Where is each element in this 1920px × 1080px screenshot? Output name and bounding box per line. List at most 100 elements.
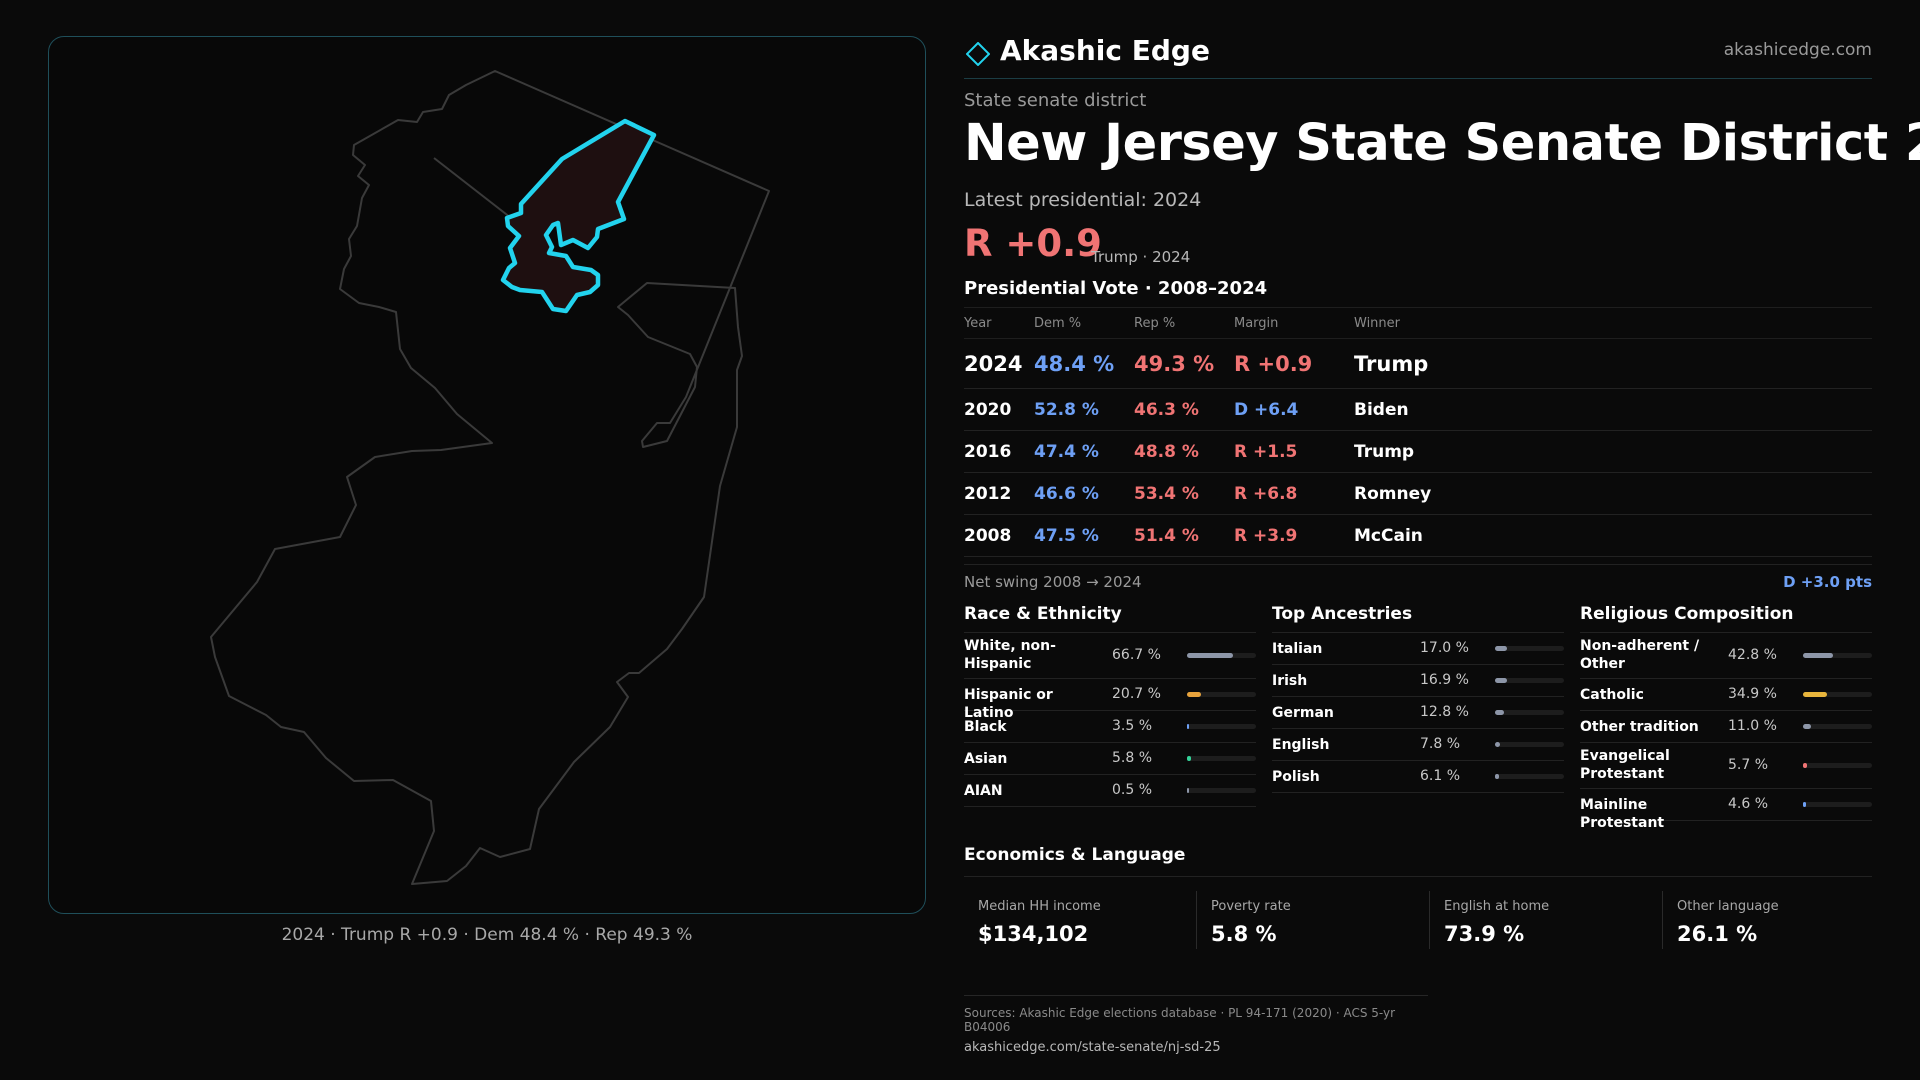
- column-header-year: Year: [964, 307, 1034, 339]
- page-url-link[interactable]: akashicedge.com/state-senate/nj-sd-25: [964, 1040, 1221, 1055]
- cell-rep-pct: 49.3 %: [1134, 338, 1234, 389]
- item-label: Catholic: [1580, 687, 1644, 703]
- share-bar-track: [1187, 788, 1256, 793]
- district-25-highlight[interactable]: [500, 118, 657, 314]
- item-percent: 66.7 %: [1112, 647, 1161, 663]
- religion-section: Religious Composition Non-adherent / Oth…: [1580, 600, 1872, 831]
- share-bar-fill: [1803, 724, 1811, 729]
- list-item: Black 3.5 %: [964, 711, 1256, 743]
- share-bar-fill: [1187, 724, 1190, 729]
- cell-winner: Trump: [1354, 430, 1872, 473]
- econ-label: Poverty rate: [1211, 899, 1291, 914]
- column-header-margin: Margin: [1234, 307, 1354, 339]
- share-bar-track: [1803, 763, 1872, 768]
- list-item: Italian 17.0 %: [1272, 633, 1564, 665]
- list-item: Non-adherent / Other 42.8 %: [1580, 633, 1872, 679]
- cell-dem-pct: 52.8 %: [1034, 388, 1134, 431]
- cell-dem-pct: 47.4 %: [1034, 430, 1134, 473]
- item-percent: 17.0 %: [1420, 640, 1469, 656]
- list-item: Irish 16.9 %: [1272, 665, 1564, 697]
- share-bar-track: [1495, 678, 1564, 683]
- presidential-vote-title: Presidential Vote · 2008–2024: [964, 278, 1268, 299]
- cell-margin: D +6.4: [1234, 388, 1354, 431]
- net-swing-value: D +3.0 pts: [1783, 573, 1872, 591]
- list-item: English 7.8 %: [1272, 729, 1564, 761]
- econ-cell-poverty: Poverty rate 5.8 %: [1196, 891, 1397, 949]
- cell-dem-pct: 47.5 %: [1034, 514, 1134, 557]
- share-bar-track: [1187, 653, 1256, 658]
- site-link[interactable]: akashicedge.com: [1723, 40, 1872, 60]
- column-header-rep: Rep %: [1134, 307, 1234, 339]
- ancestry-title: Top Ancestries: [1272, 600, 1564, 633]
- cell-margin: R +3.9: [1234, 514, 1354, 557]
- header: Akashic Edge akashicedge.com: [964, 32, 1872, 79]
- list-item: Other tradition 11.0 %: [1580, 711, 1872, 743]
- list-item: Hispanic or Latino 20.7 %: [964, 679, 1256, 721]
- item-label: Mainline Protestant: [1580, 797, 1665, 831]
- cell-rep-pct: 53.4 %: [1134, 472, 1234, 515]
- item-percent: 34.9 %: [1728, 686, 1777, 702]
- share-bar-track: [1495, 710, 1564, 715]
- share-bar-track: [1187, 724, 1256, 729]
- map-caption: 2024 · Trump R +0.9 · Dem 48.4 % · Rep 4…: [281, 925, 693, 945]
- share-bar-fill: [1803, 692, 1828, 697]
- list-item: Polish 6.1 %: [1272, 761, 1564, 793]
- item-percent: 11.0 %: [1728, 718, 1777, 734]
- district-map-svg: [210, 70, 770, 885]
- item-percent: 5.8 %: [1112, 750, 1153, 766]
- table-header-row: Year Dem % Rep % Margin Winner: [964, 307, 1872, 339]
- item-label: Non-adherent / Other: [1580, 638, 1700, 672]
- item-percent: 12.8 %: [1420, 704, 1469, 720]
- item-label: Black: [964, 719, 1007, 735]
- cell-dem-pct: 48.4 %: [1034, 338, 1134, 389]
- item-label: White, non-Hispanic: [964, 638, 1056, 672]
- econ-label: Median HH income: [978, 899, 1101, 914]
- table-row[interactable]: 2016 47.4 % 48.8 % R +1.5 Trump: [964, 430, 1872, 473]
- economics-title: Economics & Language: [964, 845, 1186, 865]
- latest-presidential-label: Latest presidential: 2024: [964, 189, 1202, 211]
- economics-section: Median HH income $134,102 Poverty rate 5…: [964, 876, 1872, 953]
- table-row[interactable]: 2024 48.4 % 49.3 % R +0.9 Trump: [964, 338, 1872, 389]
- item-label: Irish: [1272, 673, 1308, 689]
- share-bar-fill: [1187, 653, 1234, 658]
- share-bar-fill: [1187, 692, 1202, 697]
- page-title: New Jersey State Senate District 25: [964, 114, 1920, 173]
- list-item: Catholic 34.9 %: [1580, 679, 1872, 711]
- district-map[interactable]: [48, 36, 926, 914]
- cell-winner: Trump: [1354, 338, 1872, 389]
- item-percent: 3.5 %: [1112, 718, 1153, 734]
- share-bar-fill: [1495, 710, 1504, 715]
- cell-rep-pct: 46.3 %: [1134, 388, 1234, 431]
- net-swing-row: Net swing 2008 → 2024 D +3.0 pts: [964, 564, 1872, 601]
- details-panel: Akashic Edge akashicedge.com State senat…: [964, 0, 1920, 1080]
- race-ethnicity-section: Race & Ethnicity White, non-Hispanic 66.7…: [964, 600, 1256, 807]
- latest-margin-note: Trump · 2024: [1091, 248, 1191, 266]
- cell-year: 2016: [964, 430, 1034, 473]
- cell-winner: Romney: [1354, 472, 1872, 515]
- item-percent: 20.7 %: [1112, 686, 1161, 702]
- share-bar-track: [1187, 692, 1256, 697]
- table-row[interactable]: 2008 47.5 % 51.4 % R +3.9 McCain: [964, 514, 1872, 557]
- share-bar-track: [1495, 774, 1564, 779]
- econ-label: Other language: [1677, 899, 1779, 914]
- share-bar-track: [1187, 756, 1256, 761]
- race-ethnicity-title: Race & Ethnicity: [964, 600, 1256, 633]
- item-percent: 5.7 %: [1728, 757, 1769, 773]
- cell-margin: R +6.8: [1234, 472, 1354, 515]
- table-row[interactable]: 2020 52.8 % 46.3 % D +6.4 Biden: [964, 388, 1872, 431]
- econ-value: 5.8 %: [1211, 922, 1277, 946]
- brand-name[interactable]: Akashic Edge: [1000, 34, 1210, 67]
- item-percent: 0.5 %: [1112, 782, 1153, 798]
- cell-rep-pct: 51.4 %: [1134, 514, 1234, 557]
- item-percent: 7.8 %: [1420, 736, 1461, 752]
- econ-cell-other-language: Other language 26.1 %: [1662, 891, 1863, 949]
- table-row[interactable]: 2012 46.6 % 53.4 % R +6.8 Romney: [964, 472, 1872, 515]
- item-label: Polish: [1272, 769, 1320, 785]
- presidential-vote-table: Year Dem % Rep % Margin Winner 2024 48.4 …: [964, 307, 1872, 557]
- list-item: Evangelical Protestant 5.7 %: [1580, 743, 1872, 789]
- cell-year: 2020: [964, 388, 1034, 431]
- econ-value: 26.1 %: [1677, 922, 1758, 946]
- econ-value: $134,102: [978, 922, 1089, 946]
- cell-year: 2024: [964, 338, 1034, 389]
- item-label: German: [1272, 705, 1334, 721]
